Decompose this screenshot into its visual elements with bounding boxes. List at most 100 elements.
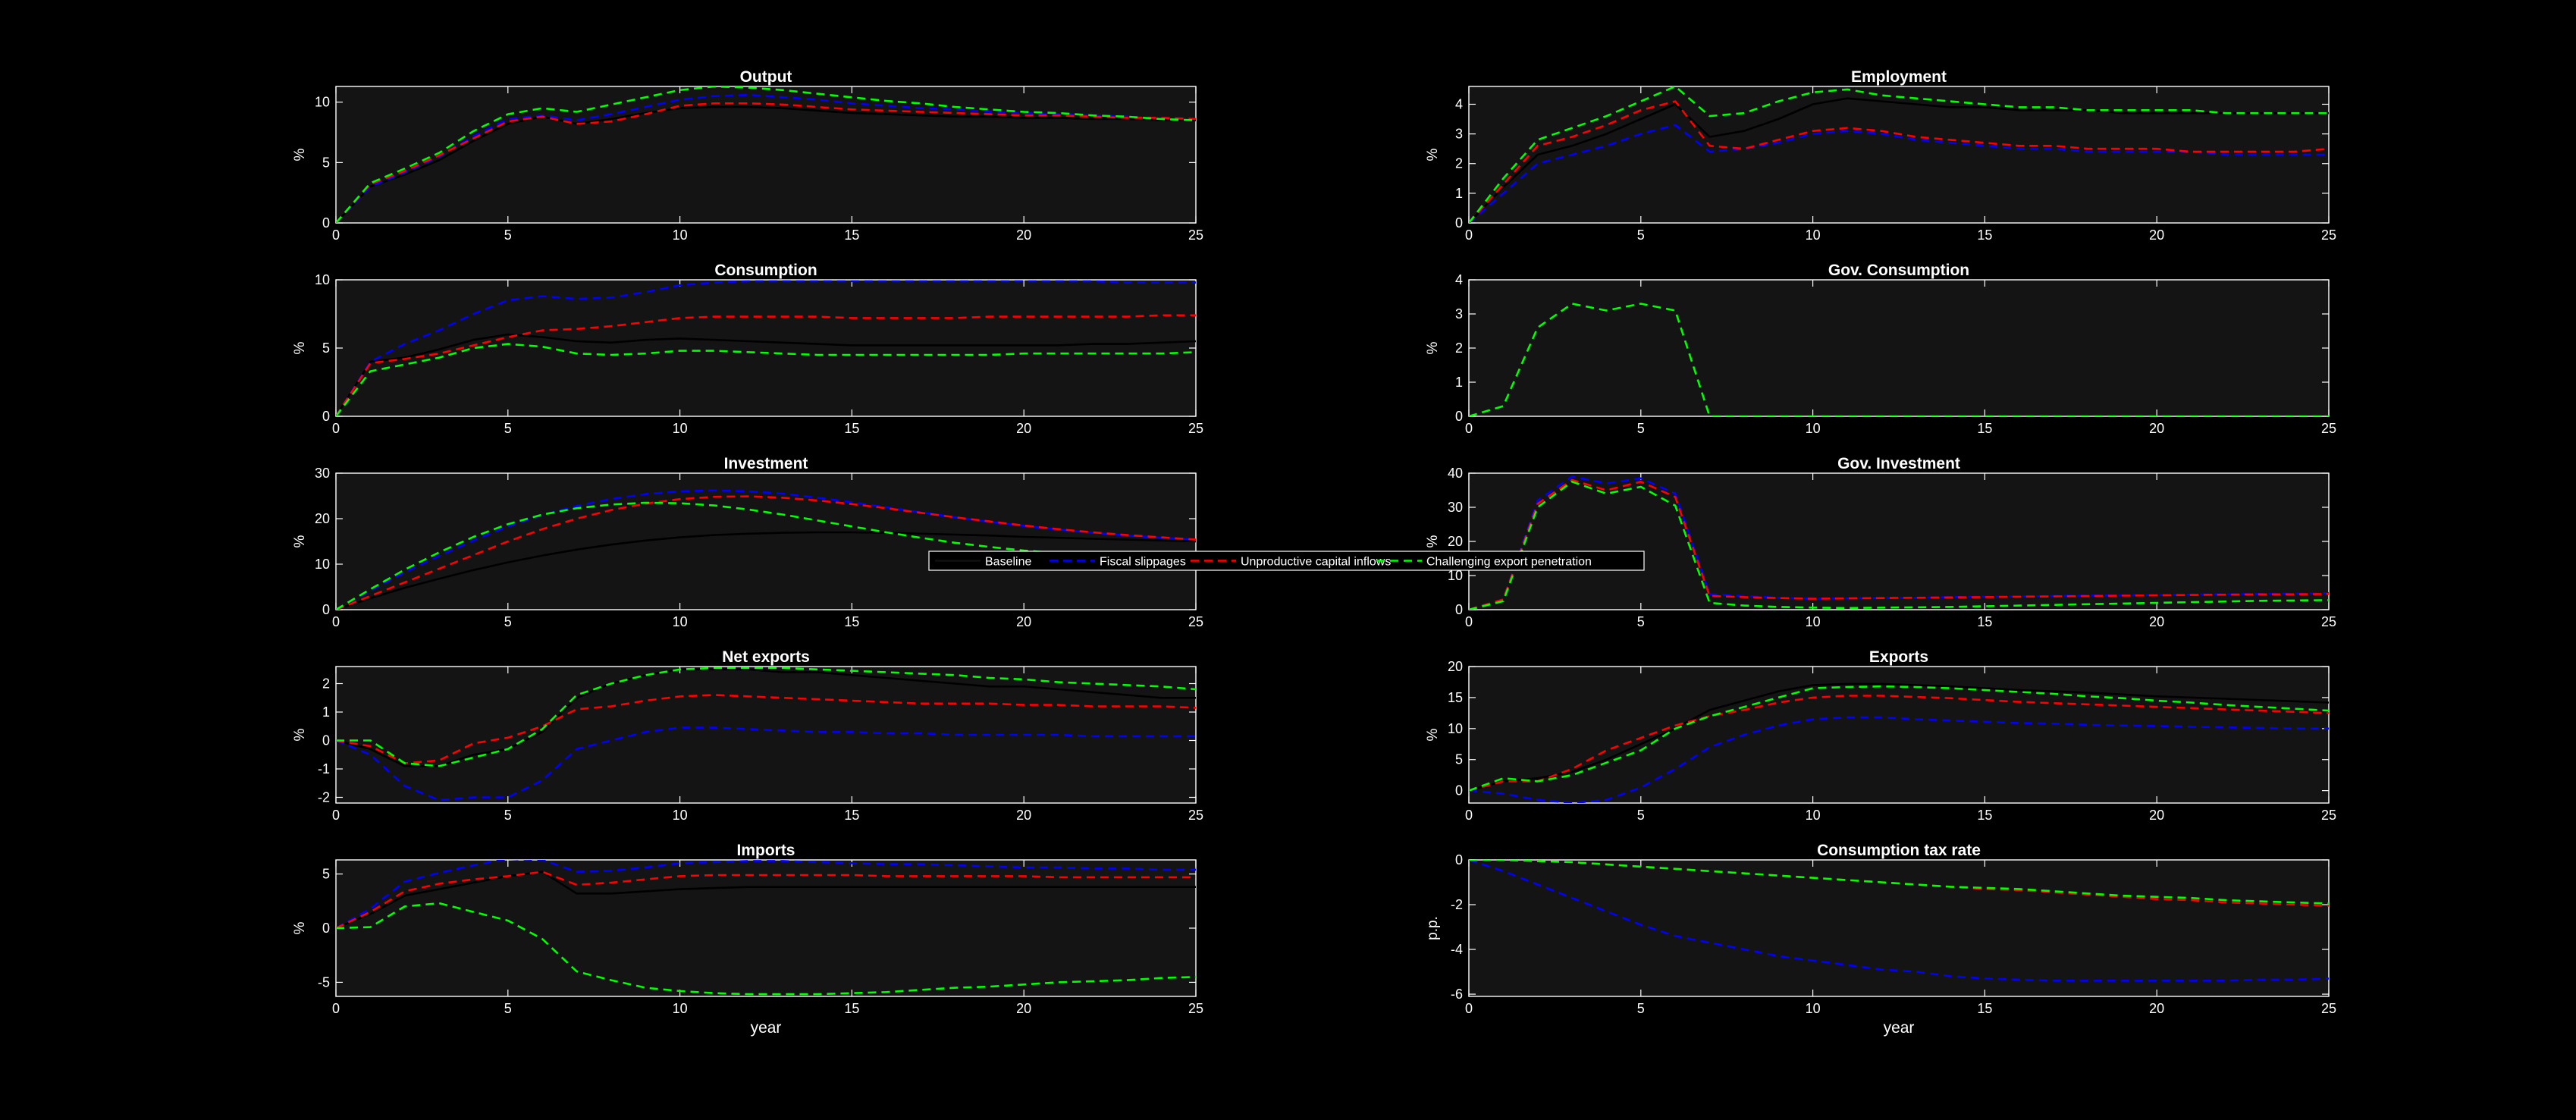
y-tick-label: 0	[322, 215, 330, 231]
x-tick-label: 10	[1806, 808, 1821, 823]
series-line-challenging-export-penetration	[336, 667, 1196, 767]
y-axis-label: %	[292, 535, 308, 547]
y-tick-label: 10	[1448, 721, 1463, 736]
x-tick-label: 15	[844, 614, 859, 629]
series-line-unproductive-capital-inflows	[336, 495, 1196, 610]
legend-box	[928, 551, 1645, 571]
y-tick-label: 0	[322, 921, 330, 936]
series-line-challenging-export-penetration	[1469, 480, 2329, 610]
y-tick-label: 30	[1448, 500, 1463, 515]
x-tick-label: 10	[673, 614, 688, 629]
series-line-fiscal-slippages	[336, 726, 1196, 802]
y-tick-label: -4	[1451, 942, 1463, 957]
series-line-fiscal-slippages	[1469, 475, 2329, 610]
x-tick-label: 5	[504, 614, 512, 629]
x-tick-label: 0	[332, 808, 340, 823]
x-tick-label: 20	[2149, 421, 2164, 436]
y-tick-label: 10	[1448, 568, 1463, 583]
chart-title-exports: Exports	[1869, 648, 1928, 666]
y-tick-label: 0	[1455, 215, 1463, 231]
series-line-fiscal-slippages	[336, 280, 1196, 416]
axes-box-gov-investment	[1468, 472, 2330, 610]
series-line-unproductive-capital-inflows	[336, 102, 1196, 223]
series-line-fiscal-slippages	[336, 93, 1196, 223]
x-tick-label: 5	[1637, 227, 1645, 243]
panel-consumption: 0 5 10 15 20 25 0 5 10 Consumption%	[292, 262, 1203, 436]
x-tick-label: 10	[673, 1001, 688, 1016]
axes-box-investment	[335, 472, 1197, 610]
y-tick-label: 0	[1455, 852, 1463, 867]
y-tick-label: 0	[1455, 783, 1463, 798]
y-tick-label: 20	[315, 511, 330, 526]
chart-title-imports: Imports	[736, 842, 795, 859]
y-tick-label: 30	[315, 466, 330, 481]
x-tick-label: 0	[1465, 614, 1473, 629]
y-tick-label: 5	[322, 340, 330, 356]
y-axis-label: %	[292, 148, 308, 161]
y-tick-label: -2	[318, 790, 330, 805]
y-axis-label: %	[292, 341, 308, 354]
y-tick-label: 0	[1455, 602, 1463, 617]
series-line-challenging-export-penetration	[1469, 860, 2329, 905]
x-tick-label: 20	[1016, 808, 1031, 823]
y-tick-label: -6	[1451, 987, 1463, 1002]
x-tick-label: 0	[332, 227, 340, 243]
y-tick-label: 0	[322, 409, 330, 424]
x-tick-label: 10	[1806, 421, 1821, 436]
y-tick-label: 3	[1455, 127, 1463, 142]
series-line-fiscal-slippages	[1469, 716, 2329, 803]
series-line-challenging-export-penetration	[336, 86, 1196, 223]
series-line-baseline	[336, 531, 1196, 610]
x-tick-label: 5	[504, 421, 512, 436]
y-tick-label: 0	[322, 602, 330, 617]
series-line-baseline	[336, 333, 1196, 416]
x-tick-label: 0	[1465, 421, 1473, 436]
x-tick-label: 10	[1806, 614, 1821, 629]
y-axis-label: p.p.	[1425, 916, 1441, 940]
x-tick-label: 15	[1977, 1001, 1992, 1016]
x-tick-label: 15	[844, 421, 859, 436]
y-tick-label: 5	[322, 155, 330, 170]
x-tick-label: 20	[1016, 614, 1031, 629]
y-tick-label: 2	[322, 676, 330, 692]
panel-investment: 0 5 10 15 20 25 0 10 20 30 Investment%	[292, 455, 1203, 629]
y-axis-label: %	[1425, 535, 1441, 547]
x-tick-label: 10	[673, 421, 688, 436]
legend-label-fiscal-slippages: Fiscal slippages	[1100, 556, 1186, 569]
y-tick-label: -2	[1451, 897, 1463, 912]
axes-box-gov-consumption	[1468, 279, 2330, 417]
y-tick-label: 4	[1455, 96, 1463, 111]
y-tick-label: 0	[1455, 409, 1463, 424]
panel-consumption-tax-rate: 0 5 10 15 20 25 -6 -4 -2 0 Consumption tax rate p.p…	[1425, 842, 2336, 1037]
y-axis-label: %	[1425, 728, 1441, 741]
x-tick-label: 20	[1016, 227, 1031, 243]
y-axis-label: %	[1425, 148, 1441, 161]
y-tick-label: 10	[315, 95, 330, 110]
x-tick-label: 5	[504, 808, 512, 823]
x-tick-label: 20	[2149, 614, 2164, 629]
y-tick-label: 15	[1448, 690, 1463, 705]
y-tick-label: 1	[322, 704, 330, 720]
x-tick-label: 0	[1465, 1001, 1473, 1016]
x-tick-label: 5	[504, 227, 512, 243]
x-tick-label: 20	[2149, 1001, 2164, 1016]
series-line-challenging-export-penetration	[336, 902, 1196, 996]
chart-title-employment: Employment	[1851, 68, 1947, 86]
series-line-challenging-export-penetration	[1469, 86, 2329, 223]
series-line-unproductive-capital-inflows	[1469, 478, 2329, 610]
x-tick-label: 15	[844, 808, 859, 823]
axes-box-consumption-tax-rate	[1468, 859, 2330, 997]
y-tick-label: 10	[315, 272, 330, 287]
series-line-unproductive-capital-inflows	[336, 871, 1196, 930]
y-tick-label: 1	[1455, 375, 1463, 390]
y-tick-label: 5	[322, 867, 330, 882]
panel-employment: 0 5 10 15 20 25 0 1 2 3 4 Employment%	[1425, 68, 2336, 243]
x-axis-label: year	[751, 1019, 782, 1037]
x-tick-label: 5	[504, 1001, 512, 1016]
series-line-unproductive-capital-inflows	[1469, 100, 2329, 223]
chart-title-investment: Investment	[724, 455, 808, 472]
chart-title-output: Output	[740, 68, 792, 86]
panel-gov-consumption: 0 5 10 15 20 25 0 1 2 3 4 Gov. Consumption%	[1425, 262, 2336, 436]
legend-label-unproductive-capital-inflows: Unproductive capital inflows	[1241, 556, 1391, 569]
